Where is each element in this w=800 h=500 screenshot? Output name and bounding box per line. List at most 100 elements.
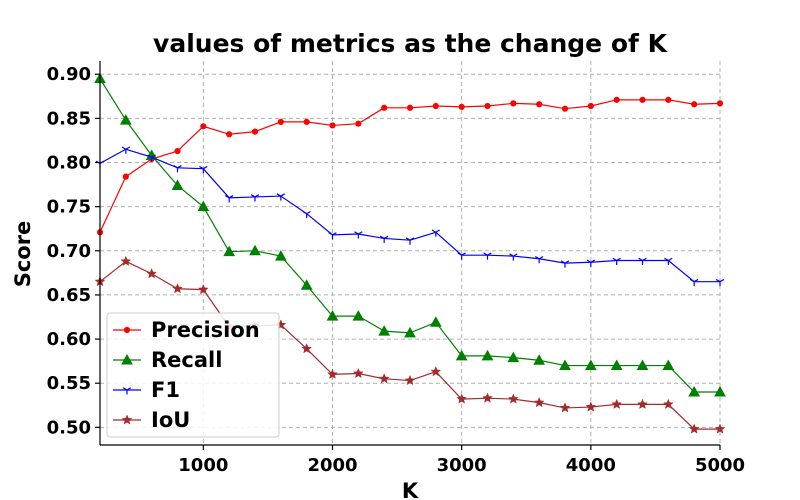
data-point-iou — [585, 401, 597, 412]
data-point-recall — [688, 386, 701, 397]
legend-label-iou: IoU — [151, 408, 190, 432]
series-f1 — [95, 146, 725, 287]
data-point-recall — [223, 245, 236, 257]
y-tick-label: 0.80 — [47, 153, 91, 174]
data-point-precision — [561, 105, 569, 112]
data-point-f1 — [224, 195, 234, 203]
data-point-f1 — [405, 237, 415, 245]
data-point-recall — [197, 200, 210, 212]
legend-marker-iou — [121, 414, 133, 425]
data-point-f1 — [121, 146, 131, 154]
data-point-recall — [119, 114, 132, 125]
data-point-iou — [378, 373, 390, 384]
legend-marker-precision — [123, 326, 131, 334]
data-point-precision — [458, 103, 465, 111]
x-tick-label: 3000 — [437, 455, 487, 476]
y-tick-label: 0.65 — [47, 285, 91, 306]
grid-lines — [100, 61, 721, 445]
data-point-f1 — [560, 260, 570, 268]
data-point-recall — [481, 349, 494, 361]
data-point-precision — [484, 102, 491, 110]
series-iou — [94, 255, 726, 434]
data-point-precision — [122, 173, 129, 180]
data-point-recall — [559, 359, 571, 371]
data-point-f1 — [664, 257, 673, 266]
y-tick-label: 0.60 — [47, 329, 91, 350]
data-point-iou — [404, 374, 416, 386]
data-point-iou — [688, 423, 700, 434]
chart-title: values of metrics as the change of K — [153, 29, 669, 58]
data-point-f1 — [715, 278, 725, 287]
data-point-recall — [533, 354, 546, 365]
data-point-recall — [326, 310, 339, 321]
data-point-precision — [716, 100, 724, 107]
data-point-iou — [482, 392, 493, 403]
data-point-iou — [352, 367, 364, 379]
legend-box — [106, 312, 280, 438]
data-point-f1 — [276, 193, 286, 201]
data-point-f1 — [302, 210, 311, 219]
series-layer — [94, 72, 726, 434]
data-point-f1 — [173, 165, 182, 173]
data-point-iou — [301, 343, 313, 354]
data-point-f1 — [147, 154, 156, 162]
series-line-precision — [99, 99, 721, 233]
data-point-recall — [636, 359, 649, 371]
data-point-precision — [381, 104, 388, 111]
legend: Precision Recall F1 IoU — [106, 312, 280, 438]
data-point-iou — [662, 398, 674, 409]
data-point-iou — [430, 366, 442, 377]
data-point-f1 — [457, 252, 466, 260]
data-point-iou — [327, 368, 338, 379]
data-point-iou — [146, 268, 158, 279]
data-point-precision — [639, 96, 646, 103]
axes: 1000 2000 3000 4000 5000 0.50 0.55 0.60 0.65 0.70… — [47, 61, 745, 476]
data-point-precision — [406, 104, 414, 111]
x-tick-label: 4000 — [566, 455, 616, 476]
legend-item-iou: IoU — [113, 408, 190, 432]
y-tick-label: 0.75 — [47, 197, 91, 218]
data-point-iou — [533, 396, 545, 408]
x-tick-label: 5000 — [695, 455, 745, 476]
data-point-recall — [352, 310, 365, 321]
legend-item-f1: F1 — [113, 378, 180, 402]
data-point-f1 — [354, 231, 363, 239]
data-point-precision — [226, 131, 233, 138]
data-point-recall — [507, 351, 520, 363]
data-point-recall — [378, 325, 391, 336]
data-point-f1 — [534, 255, 544, 264]
data-point-recall — [274, 250, 287, 261]
data-point-iou — [456, 393, 468, 404]
series-line-f1 — [99, 148, 720, 283]
data-point-precision — [536, 101, 543, 108]
y-axis-label: Score — [11, 221, 35, 288]
data-point-recall — [662, 359, 675, 371]
data-point-f1 — [586, 259, 596, 267]
legend-marker-recall — [121, 353, 133, 365]
data-point-precision — [303, 118, 310, 126]
legend-label-f1: F1 — [151, 378, 180, 402]
data-point-precision — [277, 118, 284, 126]
data-point-iou — [507, 393, 519, 404]
data-point-f1 — [379, 235, 389, 243]
data-point-recall — [584, 359, 597, 371]
legend-label-recall: Recall — [151, 348, 222, 372]
y-tick-label: 0.50 — [47, 417, 91, 438]
y-tick-label: 0.55 — [47, 373, 91, 394]
legend-label-precision: Precision — [151, 318, 260, 342]
data-point-f1 — [199, 165, 208, 174]
data-point-precision — [665, 96, 672, 103]
data-point-recall — [714, 386, 726, 397]
data-point-f1 — [431, 229, 441, 237]
data-point-f1 — [509, 253, 518, 261]
data-point-recall — [249, 244, 261, 256]
data-point-recall — [300, 279, 313, 290]
data-point-iou — [559, 402, 571, 413]
y-tick-label: 0.90 — [47, 64, 91, 85]
data-point-precision — [329, 122, 336, 129]
data-point-precision — [510, 100, 517, 107]
data-point-iou — [172, 283, 183, 294]
x-axis-label: K — [402, 479, 419, 500]
